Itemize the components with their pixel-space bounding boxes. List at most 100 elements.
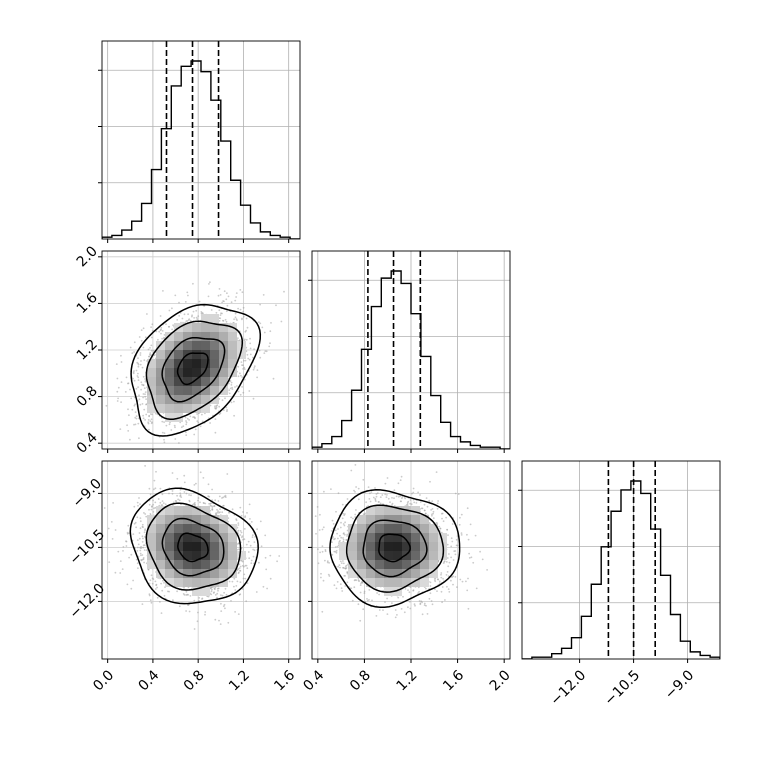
sample-point bbox=[221, 312, 223, 315]
sample-point bbox=[139, 363, 142, 366]
sample-point bbox=[185, 590, 188, 593]
density-cell bbox=[165, 368, 174, 377]
joint-panel-0-1 bbox=[98, 250, 301, 457]
density-cell bbox=[210, 323, 219, 332]
sample-point bbox=[161, 337, 164, 340]
sample-point bbox=[160, 328, 163, 331]
sample-point bbox=[246, 353, 249, 356]
sample-point bbox=[137, 376, 140, 379]
sample-point bbox=[252, 548, 255, 551]
sample-point bbox=[132, 371, 135, 374]
sample-point bbox=[224, 494, 227, 497]
sample-point bbox=[222, 496, 225, 499]
sample-point bbox=[139, 527, 142, 530]
sample-point bbox=[185, 492, 188, 495]
sample-point bbox=[133, 341, 136, 344]
sample-point bbox=[211, 508, 214, 511]
density-cell bbox=[228, 359, 237, 368]
panel-frame bbox=[521, 460, 721, 660]
sample-point bbox=[220, 602, 222, 605]
sample-point bbox=[165, 424, 168, 427]
sample-point bbox=[117, 550, 120, 553]
sample-point bbox=[207, 495, 210, 498]
sample-point bbox=[155, 470, 157, 473]
sample-point bbox=[182, 425, 185, 428]
sample-point bbox=[223, 290, 226, 293]
sample-point bbox=[135, 369, 138, 372]
density-cell bbox=[174, 377, 183, 386]
sample-point bbox=[244, 577, 247, 580]
sample-point bbox=[121, 568, 124, 570]
density-cell bbox=[183, 359, 192, 368]
density-cell bbox=[183, 323, 192, 332]
sample-point bbox=[240, 374, 242, 377]
sample-point bbox=[189, 415, 192, 418]
sample-point bbox=[144, 336, 147, 339]
sample-point bbox=[142, 417, 145, 420]
sample-point bbox=[147, 419, 150, 421]
sample-point bbox=[263, 352, 266, 354]
sample-point bbox=[142, 526, 144, 528]
sample-point bbox=[183, 491, 186, 493]
sample-point bbox=[259, 322, 262, 325]
sample-point bbox=[255, 591, 258, 593]
density-cell bbox=[165, 359, 174, 368]
sample-point bbox=[239, 565, 242, 568]
sample-point bbox=[216, 587, 219, 590]
sample-point bbox=[140, 381, 143, 384]
sample-point bbox=[214, 594, 217, 596]
sample-point bbox=[146, 313, 148, 315]
sample-point bbox=[242, 315, 245, 318]
sample-point bbox=[165, 323, 167, 325]
sample-point bbox=[193, 416, 196, 419]
sample-point bbox=[204, 613, 206, 616]
sample-point bbox=[138, 437, 140, 440]
density-cell bbox=[237, 350, 246, 359]
sample-point bbox=[159, 577, 162, 580]
sample-point bbox=[161, 589, 164, 592]
sample-point bbox=[210, 590, 213, 593]
sample-point bbox=[145, 413, 148, 416]
sample-point bbox=[237, 572, 240, 575]
density-cell bbox=[210, 377, 219, 386]
sample-point bbox=[214, 431, 217, 434]
sample-point bbox=[137, 362, 140, 365]
sample-point bbox=[124, 391, 127, 393]
sample-point bbox=[145, 403, 147, 406]
density-cell bbox=[183, 332, 192, 341]
sample-point bbox=[103, 507, 106, 509]
sample-point bbox=[174, 426, 176, 429]
sample-point bbox=[249, 544, 252, 547]
sample-point bbox=[222, 605, 225, 608]
sample-point bbox=[214, 499, 217, 502]
sample-point bbox=[215, 406, 218, 409]
sample-point bbox=[114, 529, 117, 531]
contour-line bbox=[176, 352, 209, 386]
sample-point bbox=[225, 310, 228, 313]
sample-point bbox=[139, 354, 142, 356]
sample-point bbox=[148, 414, 151, 417]
sample-point bbox=[147, 348, 150, 351]
sample-point bbox=[168, 423, 171, 426]
sample-point bbox=[239, 372, 241, 375]
sample-point bbox=[196, 318, 199, 320]
sample-point bbox=[163, 594, 166, 597]
sample-point bbox=[163, 334, 166, 336]
sample-point bbox=[221, 301, 224, 304]
sample-point bbox=[195, 316, 198, 319]
sample-point bbox=[203, 502, 205, 504]
sample-point bbox=[181, 455, 183, 457]
sample-point bbox=[193, 599, 196, 602]
sample-point bbox=[149, 347, 151, 349]
sample-point bbox=[226, 304, 229, 307]
density-cell bbox=[156, 377, 165, 386]
sample-point bbox=[161, 493, 164, 496]
sample-point bbox=[168, 325, 171, 328]
density-cell bbox=[165, 341, 174, 350]
density-cell bbox=[147, 368, 156, 377]
sample-point bbox=[221, 399, 224, 402]
sample-point bbox=[199, 471, 202, 474]
sample-point bbox=[188, 419, 191, 421]
density-cell bbox=[192, 359, 201, 368]
sample-point bbox=[250, 521, 253, 523]
